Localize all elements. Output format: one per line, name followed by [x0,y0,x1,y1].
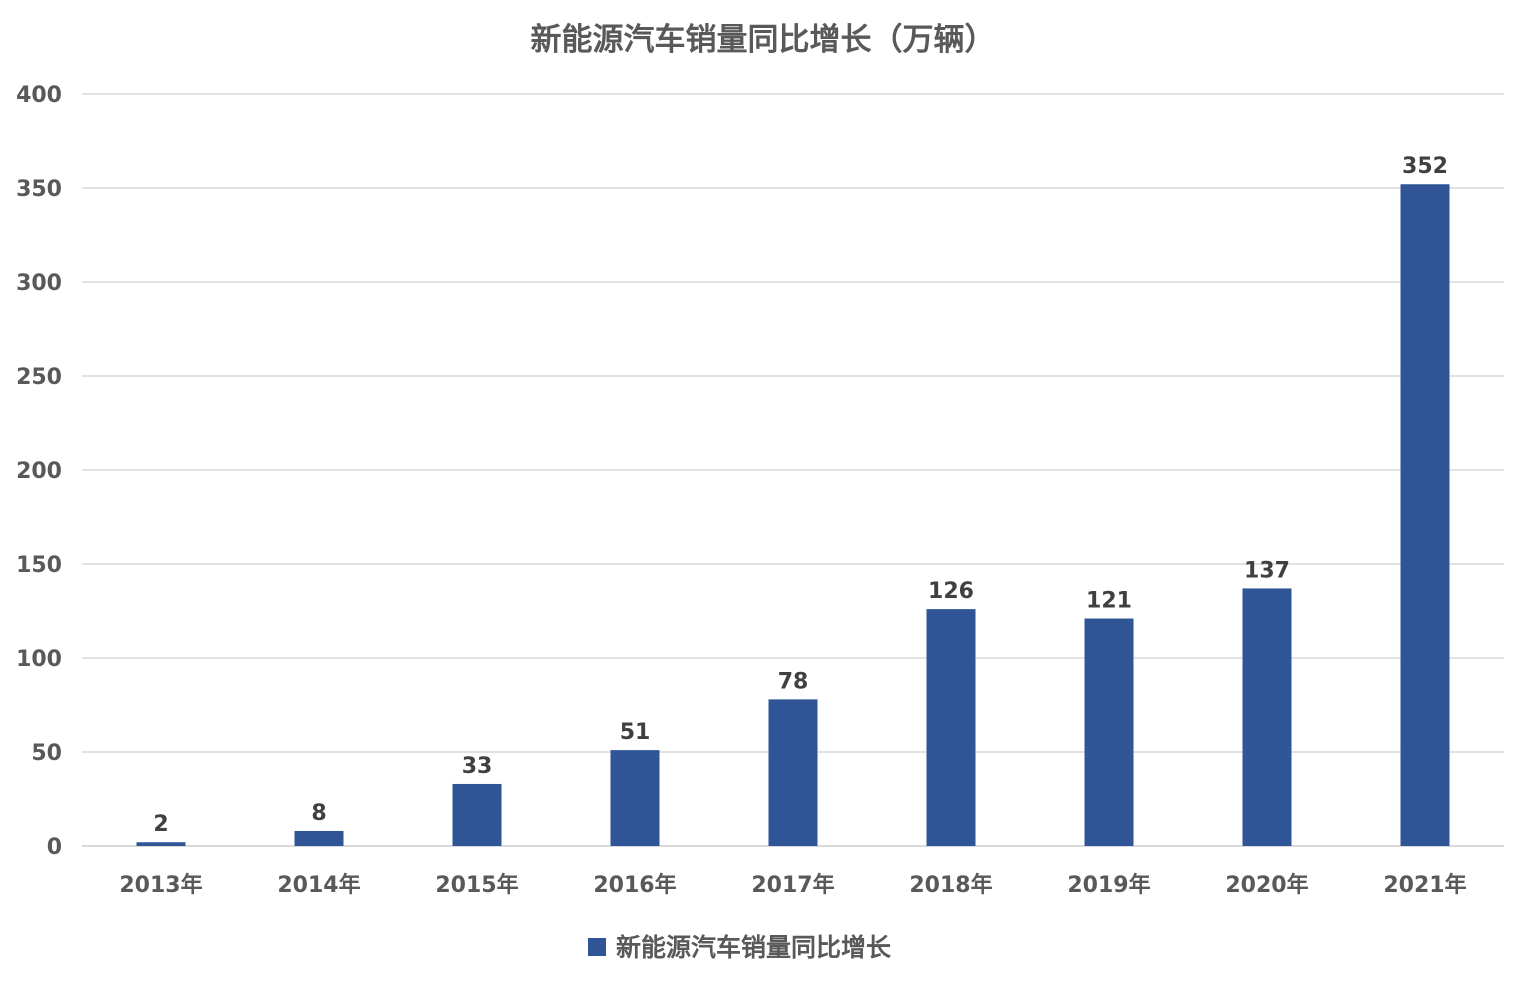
bar [768,699,818,846]
bar [1084,618,1134,846]
x-tick-label: 2020年 [1225,872,1308,898]
data-label: 33 [462,754,493,779]
x-tick-label: 2016年 [593,872,676,898]
y-axis-tick-labels: 0 50 100 150 200 250 300 350 400 [16,83,62,860]
bar [136,842,186,846]
x-tick-label: 2019年 [1067,872,1150,898]
x-tick-label: 2017年 [751,872,834,898]
bar [1400,184,1450,847]
legend-swatch [588,938,606,956]
x-tick-label: 2021年 [1383,872,1466,898]
data-label: 8 [311,801,326,826]
data-labels: 2 8 33 51 78 126 121 137 352 [153,154,1448,837]
y-tick-label: 350 [16,177,62,202]
bar [452,783,502,846]
data-label: 352 [1402,154,1448,179]
bar [926,609,976,846]
legend: 新能源汽车销量同比增长 [588,933,892,962]
data-label: 126 [928,579,974,604]
x-axis-tick-labels: 2013年 2014年 2015年 2016年 2017年 2018年 2019年 2020年… [119,872,1466,898]
y-tick-label: 200 [16,459,62,484]
y-tick-label: 0 [47,835,62,860]
y-tick-label: 100 [16,647,62,672]
bars [136,184,1450,847]
legend-label: 新能源汽车销量同比增长 [616,933,892,962]
y-tick-label: 300 [16,271,62,296]
y-tick-label: 400 [16,83,62,108]
x-tick-label: 2015年 [435,872,518,898]
data-label: 2 [153,812,168,837]
y-tick-label: 250 [16,365,62,390]
x-tick-label: 2013年 [119,872,202,898]
y-tick-label: 150 [16,553,62,578]
x-tick-label: 2018年 [909,872,992,898]
x-tick-label: 2014年 [277,872,360,898]
bar [1242,588,1292,846]
data-label: 51 [620,720,651,745]
chart-title: 新能源汽车销量同比增长（万辆） [531,22,996,58]
bar [610,750,660,846]
y-tick-label: 50 [31,741,62,766]
bar [294,830,344,846]
data-label: 137 [1244,558,1290,583]
data-label: 121 [1086,589,1132,614]
data-label: 78 [778,669,809,694]
